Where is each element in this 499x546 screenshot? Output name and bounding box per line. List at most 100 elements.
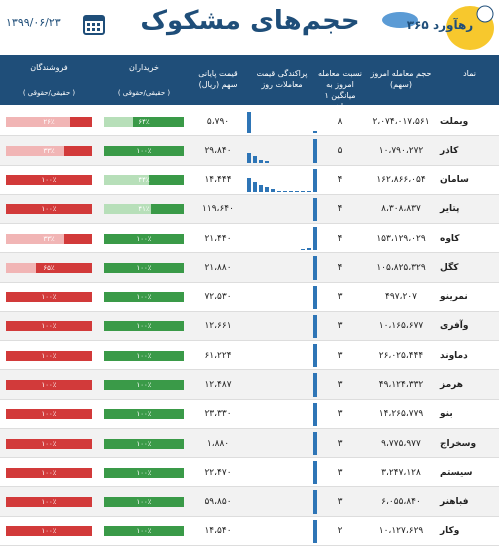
- buy_real-bar: [148, 175, 184, 186]
- buy_real-label: ۱۰۰٪: [136, 293, 152, 302]
- dispersion-bar: [247, 177, 251, 192]
- cell-volume: ۴۹۷،۲۰۷: [385, 292, 417, 303]
- buy_real-bar: [104, 262, 184, 273]
- sell_real-bar: [6, 438, 92, 449]
- dispersion-bar: [265, 161, 269, 163]
- buy_real-label: ۴۴٪: [138, 176, 150, 185]
- buy_real-bar: [151, 204, 184, 215]
- table-row: وبملت ۲،۰۷۴،۰۱۷،۵۶۱ ۸ ۵،۷۹۰ ۶۴٪ ۲۶٪: [0, 107, 499, 137]
- cell-ratio: ۵: [337, 145, 343, 156]
- column-title: قیمت پایانی سهم (ریال): [198, 69, 238, 89]
- dispersion-bar: [247, 112, 251, 134]
- table-row: بنو ۱۴،۲۶۵،۷۷۹ ۳ ۲۳،۳۳۰ ۱۰۰٪ ۱۰۰٪: [0, 399, 499, 429]
- buy_real-label: ۶۴٪: [138, 117, 150, 126]
- cell-ratio: ۴: [337, 233, 343, 244]
- sell_real-label: ۲۶٪: [43, 117, 55, 126]
- buy_real-bar: [104, 409, 184, 420]
- date: ۱۳۹۹/۰۶/۲۳: [6, 16, 61, 29]
- buy_real-bar: [104, 526, 184, 537]
- sell_real-bar: [6, 526, 92, 537]
- buy_real-track: [104, 175, 184, 186]
- dispersion-bar: [253, 155, 257, 163]
- dispersion-bar: [295, 190, 299, 192]
- buy_real-label: ۱۰۰٪: [136, 351, 152, 360]
- buy_real-bar: [104, 467, 184, 478]
- sell_real-bar: [63, 145, 92, 156]
- cell-price: ۲۱،۴۴۰: [204, 233, 232, 244]
- buy_real-track: [104, 204, 184, 215]
- cell-volume: ۴۹،۱۲۴،۳۳۲: [378, 380, 424, 391]
- table-row: سامان ۱۶۲،۸۶۶،۰۵۴ ۴ ۱۴،۴۴۴ ۴۴٪ ۱۰۰٪: [0, 165, 499, 195]
- cell-ratio: ۴: [337, 204, 343, 215]
- dispersion-bar: [313, 519, 317, 543]
- cell-price: ۱۲،۴۸۷: [204, 380, 232, 391]
- sell_real-bar: [6, 321, 92, 332]
- cell-symbol: هرمز: [440, 380, 464, 391]
- sell_real-track: [6, 233, 92, 244]
- buy_real-label: ۱۰۰٪: [136, 439, 152, 448]
- cell-volume: ۱۰،۱۶۵،۶۷۷: [378, 321, 424, 332]
- sell_real-label: ۱۰۰٪: [41, 293, 57, 302]
- dispersion-bar: [313, 431, 317, 456]
- sell_real-bar: [36, 262, 92, 273]
- sell_real-label: ۱۰۰٪: [41, 527, 57, 536]
- cell-price: ۷۲،۵۳۰: [204, 292, 232, 303]
- dispersion-bar: [265, 187, 269, 192]
- cell-ratio: ۳: [337, 350, 343, 361]
- sell_real-label: ۱۰۰٪: [41, 176, 57, 185]
- dispersion-bar: [301, 190, 305, 192]
- dispersion-bar: [313, 461, 317, 485]
- dispersion-bar: [253, 182, 257, 192]
- cell-price: ۲۹،۸۴۰: [204, 145, 232, 156]
- sell_real-label: ۱۰۰٪: [41, 381, 57, 390]
- cell-volume: ۱۰۵،۸۲۵،۳۲۹: [376, 262, 426, 273]
- buy_real-label: ۱۰۰٪: [136, 410, 152, 419]
- sell_real-bar: [6, 292, 92, 303]
- cell-symbol: پتایر: [440, 204, 460, 215]
- cell-ratio: ۴: [337, 175, 343, 186]
- cell-symbol: کاذر: [440, 145, 459, 156]
- cell-ratio: ۳: [337, 292, 343, 303]
- cell-price: ۱۴،۴۴۴: [204, 175, 232, 186]
- buy_real-label: ۱۰۰٪: [136, 381, 152, 390]
- cell-volume: ۱۴،۲۶۵،۷۷۹: [378, 409, 424, 420]
- buy_real-bar: [104, 438, 184, 449]
- dispersion-bar: [259, 184, 263, 192]
- sell_real-track: [6, 145, 92, 156]
- dispersion-bar: [259, 160, 263, 163]
- buy_real-bar: [104, 380, 184, 391]
- cell-symbol: دماوند: [440, 350, 468, 361]
- dispersion-bar: [313, 344, 317, 368]
- logo-graphic: [382, 5, 494, 50]
- table-row: دماوند ۲۶،۰۲۵،۴۴۴ ۳ ۶۱،۲۲۴ ۱۰۰٪ ۱۰۰٪: [0, 341, 499, 371]
- cell-volume: ۲۶،۰۲۵،۴۴۴: [378, 350, 424, 361]
- cell-symbol: کگل: [440, 262, 459, 273]
- column-title: خریداران: [129, 63, 159, 72]
- column-title: حجم معامله امروز (سهم): [370, 69, 432, 89]
- cell-price: ۱،۸۸۰: [206, 438, 230, 449]
- table-row: هرمز ۴۹،۱۲۴،۳۳۲ ۳ ۱۲،۴۸۷ ۱۰۰٪ ۱۰۰٪: [0, 370, 499, 400]
- dispersion-bar: [289, 190, 293, 192]
- sell_real-label: ۱۰۰٪: [41, 498, 57, 507]
- buy_real-label: ۱۰۰٪: [136, 468, 152, 477]
- dispersion-bar: [283, 190, 287, 192]
- table-row: کاذر ۱۰،۷۹۰،۲۷۲ ۵ ۲۹،۸۴۰ ۱۰۰٪ ۳۳٪: [0, 136, 499, 166]
- dispersion-bar: [313, 373, 317, 397]
- buy_real-label: ۱۰۰٪: [136, 498, 152, 507]
- sell_real-label: ۱۰۰٪: [41, 322, 57, 331]
- table-row: وسخراج ۹،۷۷۵،۹۷۷ ۳ ۱،۸۸۰ ۱۰۰٪ ۱۰۰٪: [0, 428, 499, 459]
- table-row: نمرینو ۴۹۷،۲۰۷ ۳ ۷۲،۵۳۰ ۱۰۰٪ ۱۰۰٪: [0, 282, 499, 312]
- buy_real-label: ۱۰۰٪: [136, 527, 152, 536]
- sell_real-label: ۳۳٪: [43, 146, 55, 155]
- cell-price: ۵،۷۹۰: [206, 116, 230, 127]
- dispersion-bar: [277, 190, 281, 192]
- cell-price: ۲۲،۴۷۰: [204, 467, 232, 478]
- cell-ratio: ۳: [337, 497, 343, 508]
- cell-price: ۱۱۹،۶۴۰: [202, 204, 234, 215]
- table-row: کگل ۱۰۵،۸۲۵،۳۲۹ ۴ ۲۱،۸۸۰ ۱۰۰٪ ۶۵٪: [0, 253, 499, 283]
- sell_real-bar: [6, 204, 92, 215]
- buy_real-bar: [104, 292, 184, 303]
- calendar-icon: [83, 15, 105, 35]
- table-header: [0, 55, 499, 105]
